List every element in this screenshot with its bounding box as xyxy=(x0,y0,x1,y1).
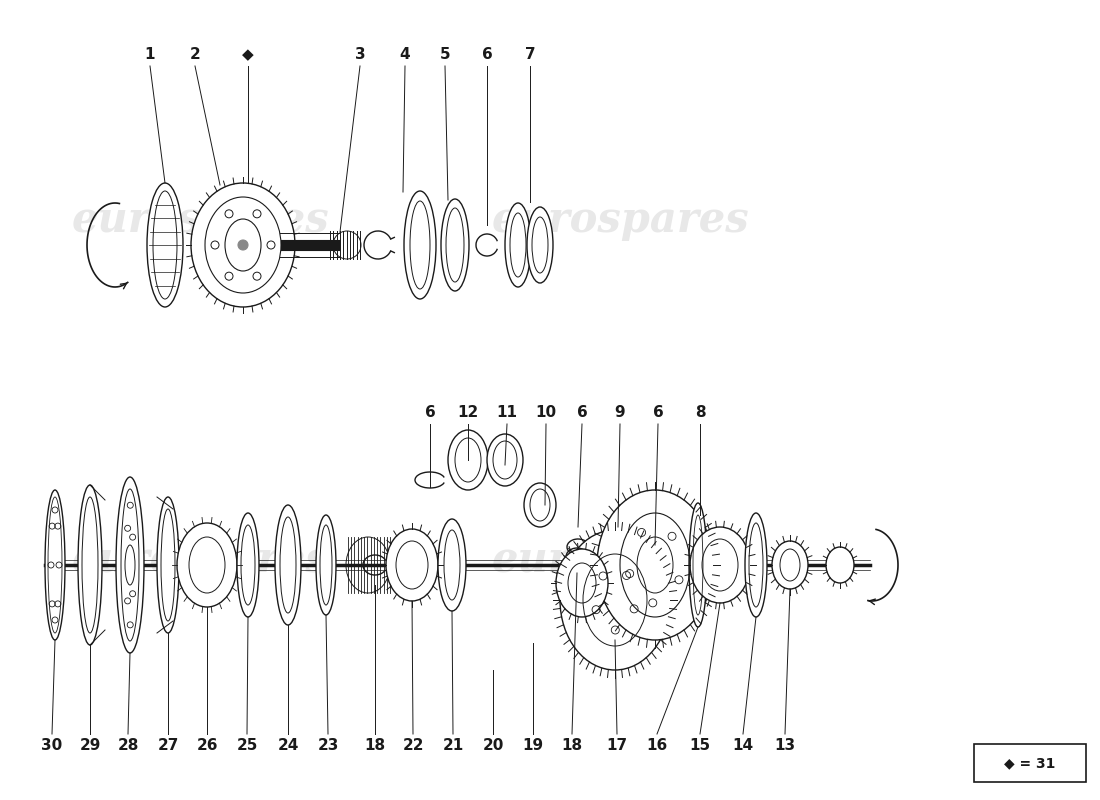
Text: ◆ = 31: ◆ = 31 xyxy=(1004,756,1056,770)
Text: 27: 27 xyxy=(157,738,178,753)
Ellipse shape xyxy=(527,207,553,283)
Ellipse shape xyxy=(487,434,522,486)
Text: 22: 22 xyxy=(403,738,424,753)
Ellipse shape xyxy=(438,519,466,611)
Ellipse shape xyxy=(226,219,261,271)
Ellipse shape xyxy=(441,199,469,291)
Text: 6: 6 xyxy=(425,405,436,420)
Text: 18: 18 xyxy=(561,738,583,753)
Ellipse shape xyxy=(177,523,236,607)
Ellipse shape xyxy=(556,549,608,617)
Text: 25: 25 xyxy=(236,738,257,753)
Text: eurospares: eurospares xyxy=(492,539,749,581)
Text: 8: 8 xyxy=(695,405,705,420)
Text: 28: 28 xyxy=(118,738,139,753)
Ellipse shape xyxy=(505,203,531,287)
Text: 12: 12 xyxy=(458,405,478,420)
Ellipse shape xyxy=(275,505,301,625)
Text: 26: 26 xyxy=(196,738,218,753)
Text: 20: 20 xyxy=(482,738,504,753)
FancyBboxPatch shape xyxy=(974,744,1086,782)
Text: eurospares: eurospares xyxy=(72,199,329,241)
Text: 6: 6 xyxy=(482,47,493,62)
Text: 24: 24 xyxy=(277,738,299,753)
Ellipse shape xyxy=(45,490,65,640)
Text: 9: 9 xyxy=(615,405,625,420)
Text: 15: 15 xyxy=(690,738,711,753)
Text: 10: 10 xyxy=(536,405,557,420)
Text: 18: 18 xyxy=(364,738,386,753)
Text: ◆: ◆ xyxy=(242,47,254,62)
Text: 30: 30 xyxy=(42,738,63,753)
Text: 17: 17 xyxy=(606,738,628,753)
Ellipse shape xyxy=(386,529,438,601)
Text: 14: 14 xyxy=(733,738,754,753)
Text: eurospares: eurospares xyxy=(72,539,329,581)
Ellipse shape xyxy=(191,183,295,307)
Ellipse shape xyxy=(116,477,144,653)
Ellipse shape xyxy=(772,541,808,589)
Text: 2: 2 xyxy=(189,47,200,62)
Text: 29: 29 xyxy=(79,738,101,753)
Circle shape xyxy=(238,240,248,250)
Ellipse shape xyxy=(745,513,767,617)
Text: 3: 3 xyxy=(354,47,365,62)
Ellipse shape xyxy=(316,515,336,615)
Ellipse shape xyxy=(78,485,102,645)
Text: eurospares: eurospares xyxy=(492,199,749,241)
Text: 1: 1 xyxy=(145,47,155,62)
Text: 6: 6 xyxy=(576,405,587,420)
Ellipse shape xyxy=(147,183,183,307)
Text: 11: 11 xyxy=(496,405,517,420)
Ellipse shape xyxy=(157,497,179,633)
Text: 23: 23 xyxy=(317,738,339,753)
Ellipse shape xyxy=(690,527,750,603)
Text: 19: 19 xyxy=(522,738,543,753)
Text: 4: 4 xyxy=(399,47,410,62)
Ellipse shape xyxy=(236,513,258,617)
Ellipse shape xyxy=(524,483,556,527)
Text: 16: 16 xyxy=(647,738,668,753)
Ellipse shape xyxy=(826,547,854,583)
Ellipse shape xyxy=(560,530,670,670)
Text: 21: 21 xyxy=(442,738,463,753)
Text: 13: 13 xyxy=(774,738,795,753)
Text: 5: 5 xyxy=(440,47,450,62)
Text: 7: 7 xyxy=(525,47,536,62)
Ellipse shape xyxy=(597,490,713,640)
Ellipse shape xyxy=(205,197,280,293)
Ellipse shape xyxy=(448,430,488,490)
Ellipse shape xyxy=(404,191,436,299)
Text: 6: 6 xyxy=(652,405,663,420)
Ellipse shape xyxy=(689,503,707,627)
